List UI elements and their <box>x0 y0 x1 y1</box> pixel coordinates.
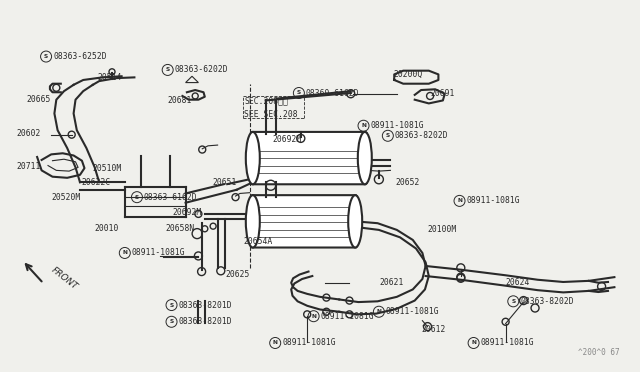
Text: 08360-6162D: 08360-6162D <box>306 89 360 97</box>
Text: 08363-8202D: 08363-8202D <box>395 131 449 140</box>
Text: 08911-1081G: 08911-1081G <box>481 339 534 347</box>
Text: 20621: 20621 <box>380 278 404 287</box>
Text: 20665: 20665 <box>27 95 51 104</box>
Text: 08363-8202D: 08363-8202D <box>520 297 574 306</box>
Text: 20658N: 20658N <box>166 224 195 233</box>
Text: 20510M: 20510M <box>92 164 122 173</box>
Text: FRONT: FRONT <box>50 265 80 291</box>
Text: N: N <box>311 314 316 319</box>
Text: SEE SEC.208: SEE SEC.208 <box>244 110 298 119</box>
Text: S: S <box>44 54 48 59</box>
Text: S: S <box>386 133 390 138</box>
Text: 20602: 20602 <box>17 129 41 138</box>
Text: 08363-6162D: 08363-6162D <box>144 193 198 202</box>
Text: 20625: 20625 <box>225 270 250 279</box>
Text: 20010: 20010 <box>95 224 119 233</box>
Text: 20520M: 20520M <box>51 193 81 202</box>
Text: 08363-6252D: 08363-6252D <box>53 52 107 61</box>
Text: 08911-1081G: 08911-1081G <box>371 121 424 130</box>
Text: 08911-1081G: 08911-1081G <box>386 307 440 316</box>
Text: 20692M: 20692M <box>272 135 301 144</box>
Text: 20691: 20691 <box>430 89 454 97</box>
Text: N: N <box>457 198 462 203</box>
Text: 20612: 20612 <box>421 326 445 334</box>
Text: S: S <box>297 90 301 96</box>
Text: 20624: 20624 <box>506 278 530 287</box>
Text: 08363-8201D: 08363-8201D <box>179 317 232 326</box>
Ellipse shape <box>348 195 362 247</box>
Text: 08911-1081G: 08911-1081G <box>321 312 374 321</box>
Text: S: S <box>170 319 173 324</box>
Text: 20692M: 20692M <box>173 208 202 217</box>
Text: N: N <box>471 340 476 346</box>
Text: 08911-1081G: 08911-1081G <box>132 248 186 257</box>
Text: 08363-8201D: 08363-8201D <box>179 301 232 310</box>
Text: S: S <box>135 195 139 200</box>
Text: 20681: 20681 <box>168 96 192 105</box>
Ellipse shape <box>358 132 372 184</box>
Text: 20654A: 20654A <box>243 237 273 246</box>
Text: N: N <box>376 309 381 314</box>
Text: 08911-1081G: 08911-1081G <box>282 339 336 347</box>
Text: N: N <box>122 250 127 256</box>
Text: 20514: 20514 <box>98 73 122 82</box>
Text: SEC.208参照: SEC.208参照 <box>244 97 289 106</box>
Text: 20100M: 20100M <box>428 225 457 234</box>
FancyBboxPatch shape <box>251 132 367 184</box>
Text: 20652: 20652 <box>396 178 420 187</box>
Text: 20711: 20711 <box>17 162 41 171</box>
Text: S: S <box>170 302 173 308</box>
Text: S: S <box>511 299 515 304</box>
Text: N: N <box>273 340 278 346</box>
Text: N: N <box>361 123 366 128</box>
Text: 20622C: 20622C <box>81 178 111 187</box>
Text: ^200^0 67: ^200^0 67 <box>579 348 620 357</box>
FancyBboxPatch shape <box>251 195 357 247</box>
Text: 08363-6202D: 08363-6202D <box>175 65 228 74</box>
Text: 20200Q: 20200Q <box>393 70 422 79</box>
Text: 08911-1081G: 08911-1081G <box>467 196 520 205</box>
Ellipse shape <box>246 195 260 247</box>
Text: 20651: 20651 <box>212 178 237 187</box>
Ellipse shape <box>246 132 260 184</box>
Text: S: S <box>166 67 170 73</box>
